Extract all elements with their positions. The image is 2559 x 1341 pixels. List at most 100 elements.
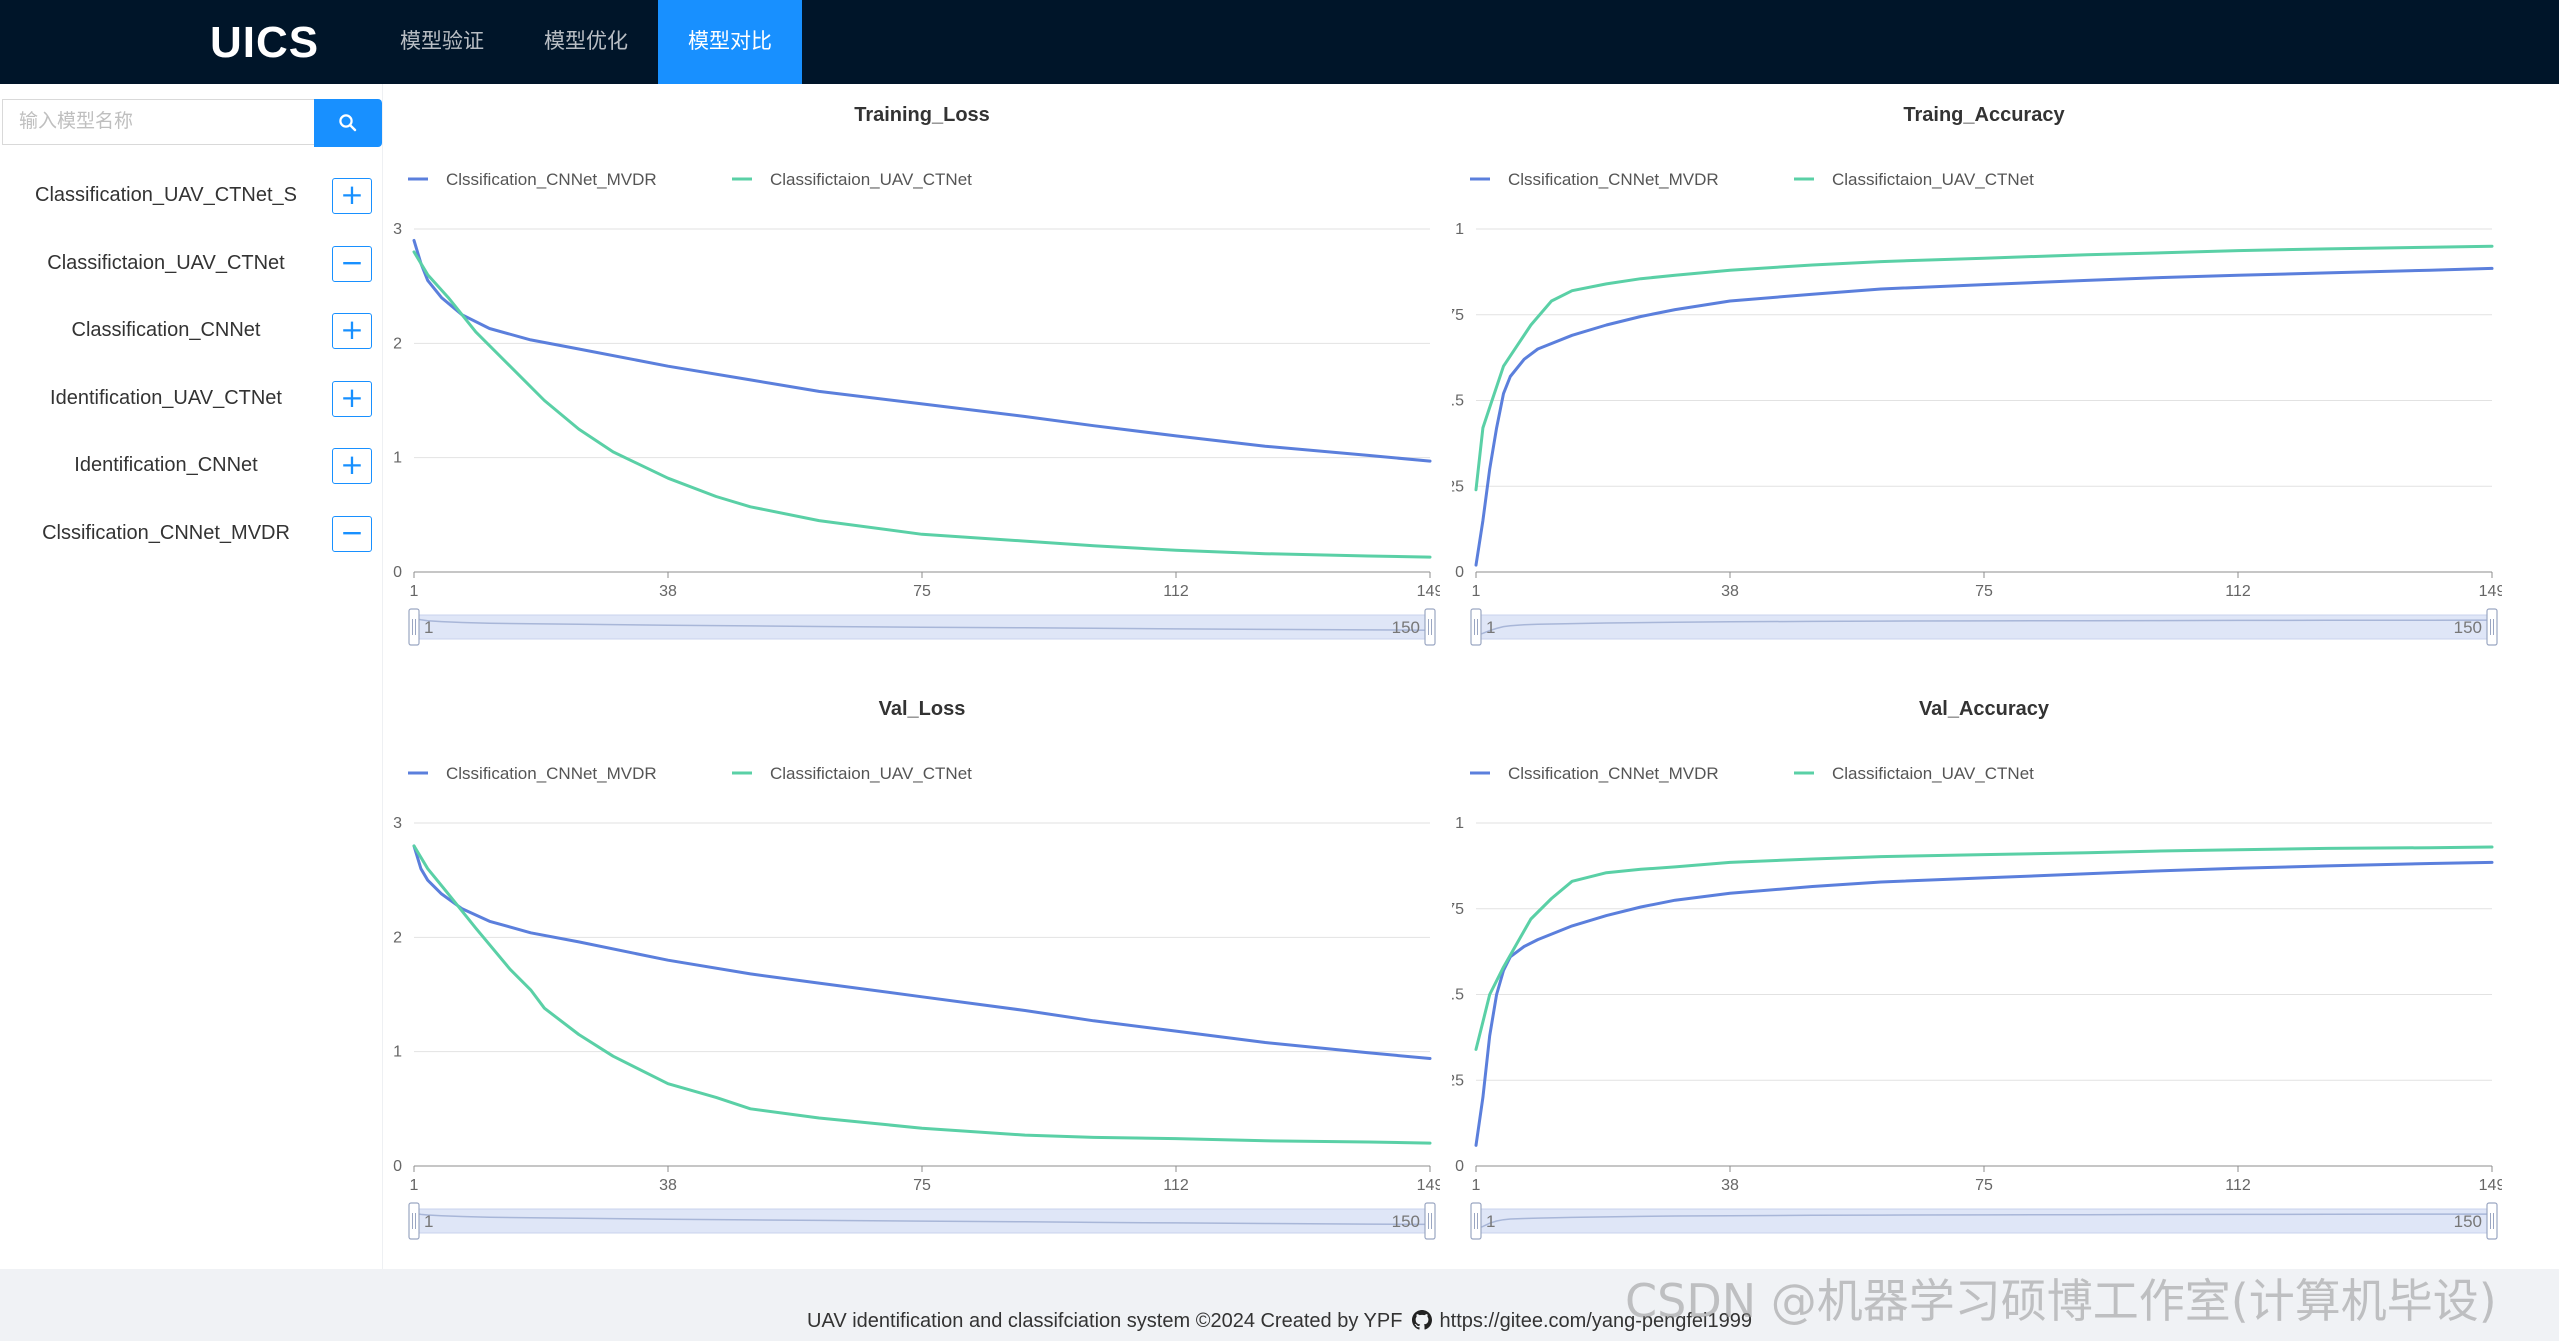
nav-item-model-validation[interactable]: 模型验证: [400, 30, 484, 53]
legend-label: Classifictaion_UAV_CTNet: [1832, 764, 2034, 783]
training-loss-chart: Training_Loss Clssification_CNNet_MVDR Cla…: [390, 95, 1440, 665]
model-list-item: Identification_CNNet +: [0, 434, 382, 502]
y-tick-label: 1: [393, 1044, 402, 1061]
chart-title: Traing_Accuracy: [1903, 104, 2065, 126]
y-tick-label: 3: [393, 221, 402, 238]
legend-label: Clssification_CNNet_MVDR: [1508, 170, 1719, 189]
y-tick-label: 0: [1455, 1158, 1464, 1175]
zoom-slider-preview: [413, 1212, 1431, 1226]
app-logo[interactable]: UICS: [210, 18, 320, 67]
x-tick-label: 38: [1721, 583, 1739, 600]
zoom-slider-preview: [1475, 1213, 2492, 1230]
series-line: [412, 238, 1432, 463]
zoom-end-label: 150: [2454, 1212, 2482, 1231]
zoom-handle-grip: [2486, 608, 2498, 646]
model-list-item: Classification_UAV_CTNet_S +: [0, 164, 382, 232]
zoom-slider-track: [1475, 1208, 2493, 1234]
chart-svg: Training_Loss Clssification_CNNet_MVDR Cla…: [393, 104, 1440, 646]
search-bar: [2, 99, 382, 147]
val-loss-chart: Val_Loss Clssification_CNNet_MVDR Classifi…: [390, 689, 1440, 1259]
x-tick-label: 112: [2225, 583, 2251, 600]
x-tick-label: 75: [913, 583, 931, 600]
zoom-slider-preview: [1475, 619, 2493, 637]
series-line: [1474, 266, 2494, 567]
zoom-handle-end[interactable]: [1424, 608, 1436, 646]
zoom-start-label: 1: [424, 618, 433, 637]
add-model-button[interactable]: +: [332, 448, 372, 484]
x-tick-label: 112: [2225, 1177, 2251, 1194]
zoom-handle-end[interactable]: [2486, 1202, 2498, 1240]
remove-model-button[interactable]: −: [332, 245, 372, 282]
model-list-item: Identification_UAV_CTNet +: [0, 367, 382, 435]
zoom-end-label: 150: [1392, 1212, 1420, 1231]
y-tick-label: 3: [393, 815, 402, 832]
legend-label: Clssification_CNNet_MVDR: [446, 764, 657, 783]
model-name: Classification_CNNet: [71, 319, 261, 341]
footer-repo-link[interactable]: https://gitee.com/yang-pengfei1999: [1439, 1310, 1752, 1332]
model-list: Classification_UAV_CTNet_S + Classificta…: [0, 164, 382, 569]
y-tick-label: 1: [393, 450, 402, 467]
x-tick-label: 1: [1472, 583, 1481, 600]
zoom-start-label: 1: [1486, 618, 1495, 637]
model-name: Classifictaion_UAV_CTNet: [47, 251, 285, 274]
x-tick-label: 149: [2479, 583, 2502, 600]
zoom-handle-grip: [408, 608, 420, 646]
series-line: [412, 250, 1432, 559]
model-list-item: Classifictaion_UAV_CTNet −: [0, 232, 382, 300]
val-accuracy-chart: Val_Accuracy Clssification_CNNet_MVDR Clas…: [1452, 689, 2502, 1259]
model-name: Identification_CNNet: [74, 454, 258, 476]
legend-label: Clssification_CNNet_MVDR: [446, 170, 657, 189]
y-tick-label: 0.5: [1452, 987, 1464, 1004]
zoom-end-label: 150: [1392, 618, 1420, 637]
search-button[interactable]: [314, 99, 382, 147]
remove-model-button[interactable]: −: [332, 515, 372, 552]
y-tick-label: 0.25: [1452, 1072, 1464, 1089]
add-model-button[interactable]: +: [332, 380, 372, 417]
zoom-handle-start[interactable]: [408, 1202, 420, 1240]
legend-label: Classifictaion_UAV_CTNet: [770, 170, 972, 189]
model-name: Identification_UAV_CTNet: [50, 386, 282, 409]
search-input[interactable]: [2, 99, 314, 145]
x-tick-label: 1: [1472, 1177, 1481, 1194]
y-tick-label: 2: [393, 335, 402, 352]
footer-line: UAV identification and classifciation sy…: [0, 1310, 2559, 1333]
model-list-item: Clssification_CNNet_MVDR −: [0, 502, 382, 570]
y-tick-label: 0.75: [1452, 901, 1464, 918]
nav-item-model-optimization[interactable]: 模型优化: [544, 30, 628, 53]
chart-svg: Traing_Accuracy Clssification_CNNet_MVDR C…: [1452, 104, 2502, 646]
zoom-start-label: 1: [424, 1212, 433, 1231]
zoom-slider-preview: [413, 617, 1431, 631]
zoom-handle-grip: [1424, 1202, 1436, 1240]
main-nav: 模型验证 模型优化 模型对比: [370, 0, 802, 84]
zoom-handle-end[interactable]: [2486, 608, 2498, 646]
chart-title: Val_Accuracy: [1919, 698, 2050, 720]
add-model-button[interactable]: +: [332, 178, 372, 214]
y-tick-label: 0.5: [1452, 393, 1464, 410]
zoom-handle-start[interactable]: [1470, 608, 1482, 646]
sidebar: Classification_UAV_CTNet_S + Classificta…: [0, 84, 383, 1269]
x-tick-label: 1: [410, 1177, 419, 1194]
y-tick-label: 0: [393, 1158, 402, 1175]
x-tick-label: 75: [1975, 583, 1993, 600]
legend-label: Clssification_CNNet_MVDR: [1508, 764, 1719, 783]
zoom-handle-grip: [1424, 608, 1436, 646]
add-model-button[interactable]: +: [332, 313, 372, 349]
x-tick-label: 1: [410, 583, 419, 600]
zoom-handle-start[interactable]: [1470, 1202, 1482, 1240]
training-accuracy-chart: Traing_Accuracy Clssification_CNNet_MVDR C…: [1452, 95, 2502, 665]
zoom-handle-end[interactable]: [1424, 1202, 1436, 1240]
zoom-handle-start[interactable]: [408, 608, 420, 646]
nav-item-model-comparison[interactable]: 模型对比: [658, 0, 802, 84]
series-line: [412, 844, 1432, 1145]
x-tick-label: 75: [913, 1177, 931, 1194]
series-line: [1474, 845, 2494, 1051]
y-tick-label: 0: [393, 564, 402, 581]
chart-svg: Val_Loss Clssification_CNNet_MVDR Classifi…: [393, 698, 1440, 1240]
zoom-slider-track: [1475, 614, 2493, 640]
zoom-end-label: 150: [2454, 618, 2482, 637]
x-tick-label: 38: [1721, 1177, 1739, 1194]
chart-title: Training_Loss: [854, 104, 990, 126]
chart-svg: Val_Accuracy Clssification_CNNet_MVDR Clas…: [1452, 698, 2502, 1240]
footer: UAV identification and classifciation sy…: [0, 1269, 2559, 1341]
model-name: Clssification_CNNet_MVDR: [42, 521, 290, 544]
